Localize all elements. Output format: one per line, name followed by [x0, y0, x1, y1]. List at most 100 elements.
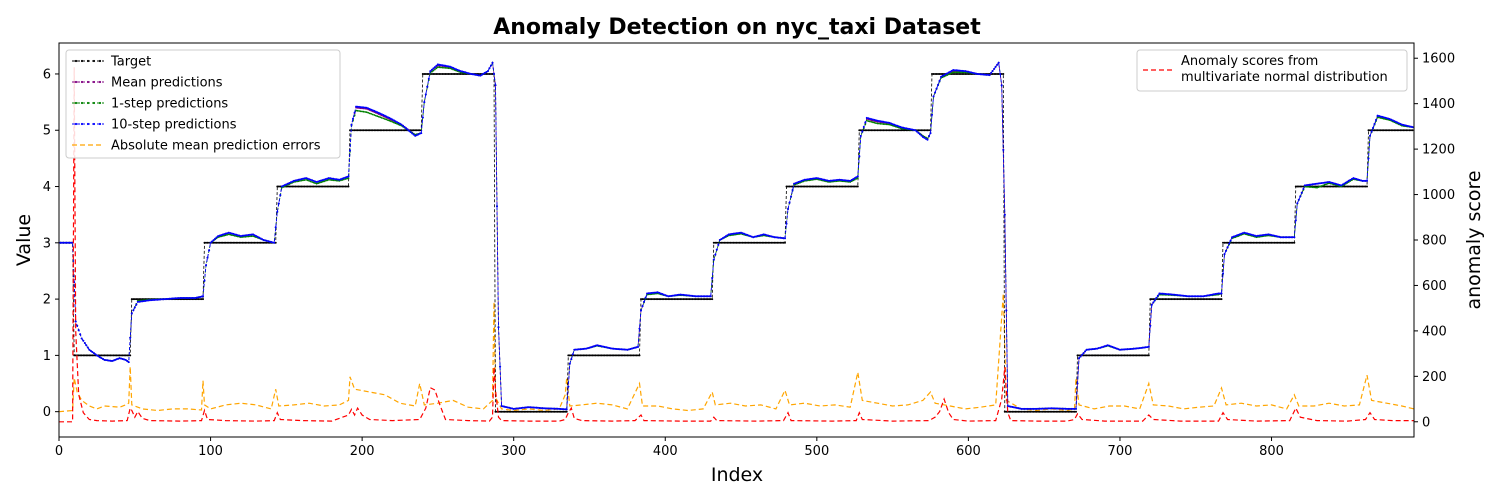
data-point: [524, 410, 527, 413]
data-point: [1364, 179, 1367, 182]
data-point: [1279, 241, 1282, 244]
data-point: [470, 73, 473, 75]
data-point: [549, 407, 552, 410]
data-point: [211, 240, 214, 243]
data-point: [346, 177, 348, 180]
data-point: [797, 185, 800, 188]
data-point: [435, 73, 438, 75]
data-point: [144, 299, 147, 302]
data-point: [1387, 117, 1390, 120]
data-point: [1358, 185, 1361, 188]
legend-marker: [98, 59, 102, 63]
data-point: [1238, 233, 1241, 236]
legend-label: Target: [110, 55, 151, 70]
data-point: [321, 185, 324, 188]
data-point: [965, 73, 968, 75]
data-point: [150, 299, 153, 302]
data-point: [776, 236, 779, 239]
x-tick-label: 500: [804, 444, 829, 459]
data-point: [1349, 185, 1352, 188]
data-point: [1232, 235, 1235, 238]
data-point: [86, 354, 89, 357]
data-point: [679, 293, 682, 296]
data-point: [352, 129, 354, 132]
data-point: [1266, 233, 1268, 236]
data-point: [870, 121, 873, 123]
data-point: [320, 179, 323, 182]
data-point: [289, 181, 292, 184]
data-point: [890, 124, 892, 126]
data-point: [258, 241, 261, 244]
data-point: [1381, 129, 1384, 132]
data-point: [1402, 129, 1405, 132]
data-point: [518, 410, 521, 413]
data-point: [309, 180, 312, 183]
data-point: [603, 354, 606, 357]
data-point: [394, 120, 397, 123]
data-point: [1147, 354, 1150, 357]
data-point: [611, 354, 614, 357]
data-point: [1194, 298, 1197, 301]
data-point: [486, 70, 489, 73]
data-point: [846, 179, 849, 182]
data-point: [976, 73, 979, 75]
data-point: [882, 120, 885, 123]
data-point: [324, 179, 327, 182]
data-point: [276, 210, 279, 213]
data-point: [1278, 235, 1281, 238]
data-point: [805, 178, 808, 181]
data-point: [177, 297, 180, 300]
data-point: [374, 114, 377, 117]
data-point: [147, 299, 150, 302]
data-point: [444, 67, 447, 69]
data-point: [843, 179, 846, 182]
data-point: [538, 407, 541, 409]
data-point: [829, 185, 832, 188]
data-point: [92, 354, 95, 357]
data-point: [305, 178, 307, 181]
data-point: [865, 116, 868, 119]
data-point: [959, 73, 962, 75]
data-point: [245, 234, 248, 237]
data-point: [1222, 272, 1224, 275]
data-point: [755, 241, 758, 244]
data-point: [288, 185, 291, 188]
data-point: [559, 408, 562, 410]
data-point: [1182, 294, 1185, 297]
data-point: [1299, 195, 1302, 198]
data-point: [879, 122, 882, 125]
data-point: [230, 241, 233, 244]
data-point: [1044, 407, 1047, 410]
data-point: [270, 241, 273, 243]
data-point: [141, 298, 144, 301]
data-point: [114, 358, 117, 361]
data-point: [1381, 117, 1384, 120]
data-point: [379, 116, 382, 119]
legend-right: Anomaly scores from multivariate normal d…: [1136, 49, 1408, 92]
data-point: [1403, 129, 1406, 132]
data-point: [1400, 123, 1403, 126]
data-point: [711, 277, 714, 279]
data-point: [708, 298, 711, 301]
data-point: [964, 73, 967, 75]
data-point: [303, 185, 306, 188]
data-point: [602, 354, 605, 357]
data-point: [1234, 235, 1237, 238]
data-point: [902, 126, 905, 129]
data-point: [1003, 410, 1006, 413]
data-point: [1350, 178, 1353, 180]
data-point: [180, 297, 183, 299]
series-error: [59, 293, 1414, 413]
data-point: [400, 129, 403, 132]
y2-tick-label: 1200: [1422, 143, 1455, 158]
data-point: [914, 129, 917, 132]
data-point: [1326, 181, 1329, 184]
data-point: [1294, 185, 1297, 188]
data-point: [867, 117, 870, 120]
data-point: [1058, 410, 1061, 413]
data-point: [273, 241, 276, 244]
data-point: [197, 298, 200, 301]
data-point: [624, 348, 627, 351]
data-point: [1100, 354, 1103, 357]
data-point: [1165, 298, 1168, 301]
